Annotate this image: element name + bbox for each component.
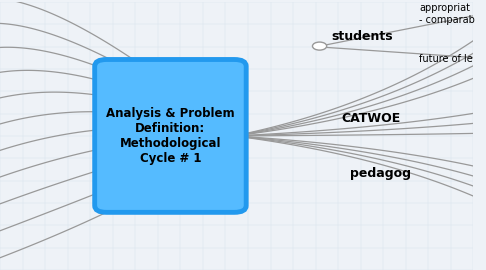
Text: CATWOE: CATWOE (341, 112, 400, 125)
FancyBboxPatch shape (95, 59, 246, 212)
Circle shape (312, 42, 327, 50)
Text: pedagog: pedagog (350, 167, 411, 180)
Text: future of le: future of le (419, 55, 473, 65)
Text: appropriat
- comparab: appropriat - comparab (419, 3, 475, 25)
Text: students: students (331, 30, 393, 43)
Text: Analysis & Problem
Definition:
Methodological
Cycle # 1: Analysis & Problem Definition: Methodolo… (106, 107, 235, 165)
